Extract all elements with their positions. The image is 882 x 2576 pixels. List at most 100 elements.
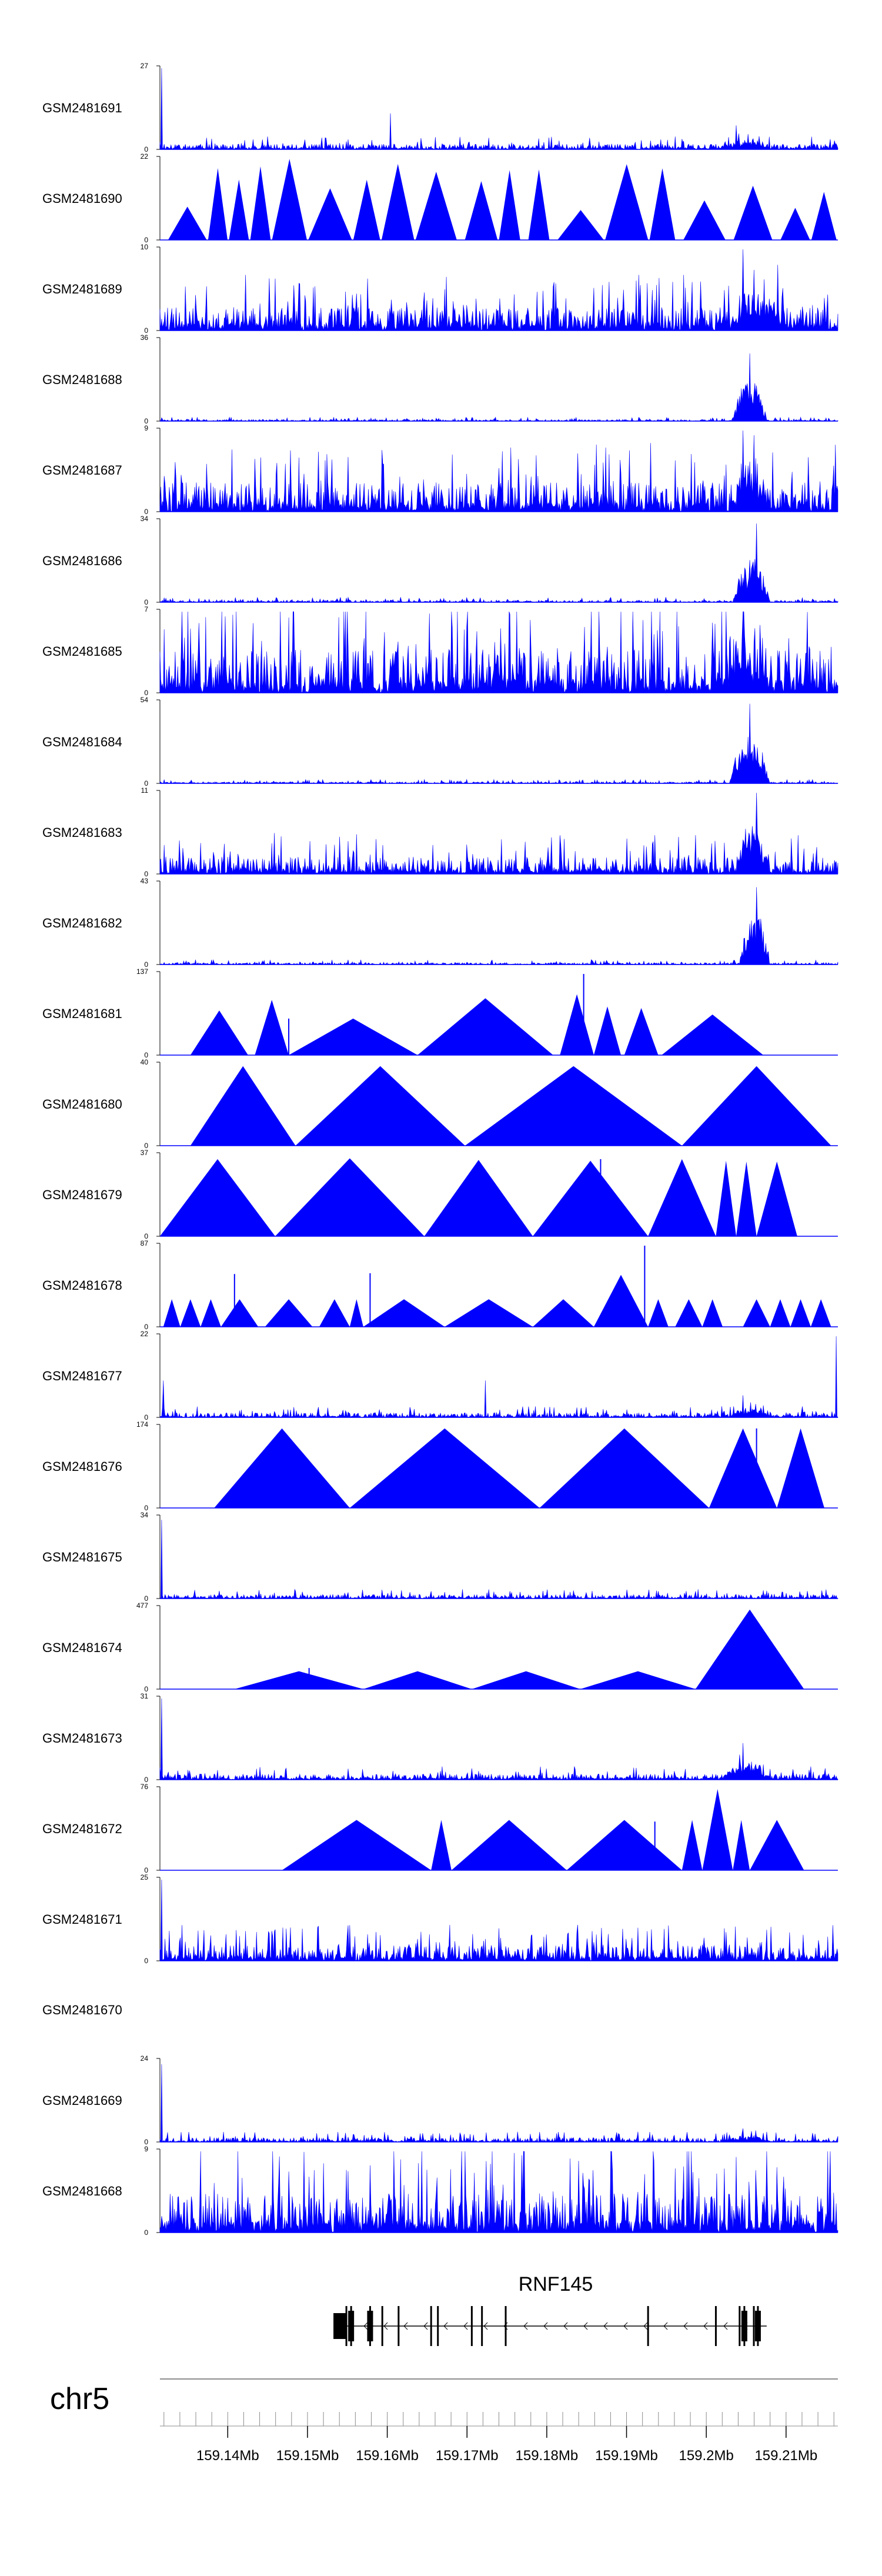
axis-tick-label: 159.14Mb [196,2448,259,2464]
coverage-area [159,792,838,875]
track-GSM2481682: GSM2481682 43 0 [42,877,838,969]
coverage-area [159,68,838,150]
track-GSM2481678: GSM2481678 87 0 [42,1239,838,1331]
coverage-peak-4 [648,1159,716,1236]
y-max-label: 477 [136,1601,148,1610]
coverage-peak-1 [295,1066,465,1146]
track-label: GSM2481679 [42,1187,122,1202]
y-min-label: 0 [144,326,148,335]
coverage-peak-16 [733,185,773,240]
track-GSM2481684: GSM2481684 54 0 [42,696,838,788]
gene-name: RNF145 [519,2273,593,2295]
coverage-peak-12 [557,210,604,240]
coverage-area [159,1879,838,1961]
exon-3 [381,2306,383,2346]
coverage-peak-1 [363,1671,472,1689]
coverage-peak-0 [160,1159,276,1236]
coverage-peak-5 [702,1789,733,1870]
coverage-peak-9 [533,1299,594,1327]
strand-arrow [603,2322,608,2330]
strand-arrow [463,2322,468,2330]
y-max-label: 34 [141,515,149,523]
y-min-label: 0 [144,1685,148,1693]
track-GSM2481679: GSM2481679 37 0 [42,1149,838,1240]
y-min-label: 0 [144,2228,148,2237]
strand-arrow [563,2322,568,2330]
exon-4 [397,2306,400,2346]
track-label: GSM2481691 [42,101,122,115]
y-max-label: 22 [141,152,149,161]
y-max-label: 34 [141,1511,149,1519]
y-max-label: 9 [144,2145,148,2153]
track-GSM2481672: GSM2481672 76 0 [42,1783,838,1874]
coverage-peak-7 [662,1015,764,1055]
y-max-label: 11 [141,786,149,795]
coverage-peak-2 [465,1066,682,1146]
track-label: GSM2481680 [42,1097,122,1112]
coverage-peak-2 [229,179,249,240]
y-min-label: 0 [144,1866,148,1874]
coverage-area [159,523,838,603]
coverage-peak-1 [349,1428,540,1508]
strand-arrow [623,2322,628,2330]
y-max-label: 43 [141,877,149,885]
track-GSM2481689: GSM2481689 10 0 [42,243,838,335]
track-label: GSM2481684 [42,735,122,749]
coverage-peak-14 [743,1299,770,1327]
coverage-area [159,2151,838,2233]
coverage-peak-0 [234,1671,363,1689]
strand-arrow [423,2322,428,2330]
y-max-label: 7 [144,605,148,613]
strand-arrow [703,2322,708,2330]
track-GSM2481676: GSM2481676 174 0 [42,1420,838,1512]
y-max-label: 22 [141,1330,149,1338]
coverage-peak-4 [265,1299,313,1327]
track-GSM2481674: GSM2481674 477 0 [42,1601,838,1693]
coverage-peak-10 [593,1274,649,1327]
track-GSM2481671: GSM2481671 25 0 [42,1873,838,1965]
strand-arrow [723,2322,728,2330]
coverage-area [159,353,838,422]
gene-utr-block [333,2313,347,2339]
exon-8 [481,2306,483,2346]
coverage-peak-14 [649,168,676,240]
coverage-peak-2 [451,1820,567,1870]
coverage-peak-1 [431,1820,452,1870]
coverage-peak-0 [168,206,207,240]
coverage-peak-13 [605,164,649,240]
coverage-peak-7 [363,1299,445,1327]
y-max-label: 87 [141,1239,149,1247]
track-GSM2481668: GSM2481668 9 0 [42,2145,838,2237]
chromosome-label: chr5 [50,2382,109,2416]
coverage-peak-3 [580,1671,696,1689]
coverage-peak-15 [683,200,726,240]
coverage-peak-1 [180,1299,201,1327]
coverage-peak-8 [445,1299,533,1327]
coverage-peak-4 [272,159,307,240]
y-min-label: 0 [144,1232,148,1240]
track-label: GSM2481685 [42,644,122,659]
track-label: GSM2481672 [42,1821,122,1836]
track-label: GSM2481688 [42,372,122,387]
y-max-label: 37 [141,1149,149,1157]
track-GSM2481673: GSM2481673 31 0 [42,1692,838,1784]
y-min-label: 0 [144,1413,148,1422]
track-GSM2481675: GSM2481675 34 0 [42,1511,838,1603]
thick-exon-0 [348,2311,355,2341]
y-min-label: 0 [144,417,148,425]
track-label: GSM2481681 [42,1006,122,1021]
coverage-peak-9 [465,181,498,240]
coverage-peak-3 [681,1066,831,1146]
y-min-label: 0 [144,1957,148,1965]
strand-arrow [483,2322,488,2330]
strand-arrow [543,2322,548,2330]
axis-tick-label: 159.17Mb [436,2448,499,2464]
coverage-peak-10 [499,170,520,240]
coverage-area [159,2064,838,2143]
coverage-peak-3 [250,166,271,240]
coverage-peak-2 [201,1299,221,1327]
track-GSM2481690: GSM2481690 22 0 [42,152,838,244]
coverage-peak-18 [811,192,837,240]
y-min-label: 0 [144,1504,148,1512]
